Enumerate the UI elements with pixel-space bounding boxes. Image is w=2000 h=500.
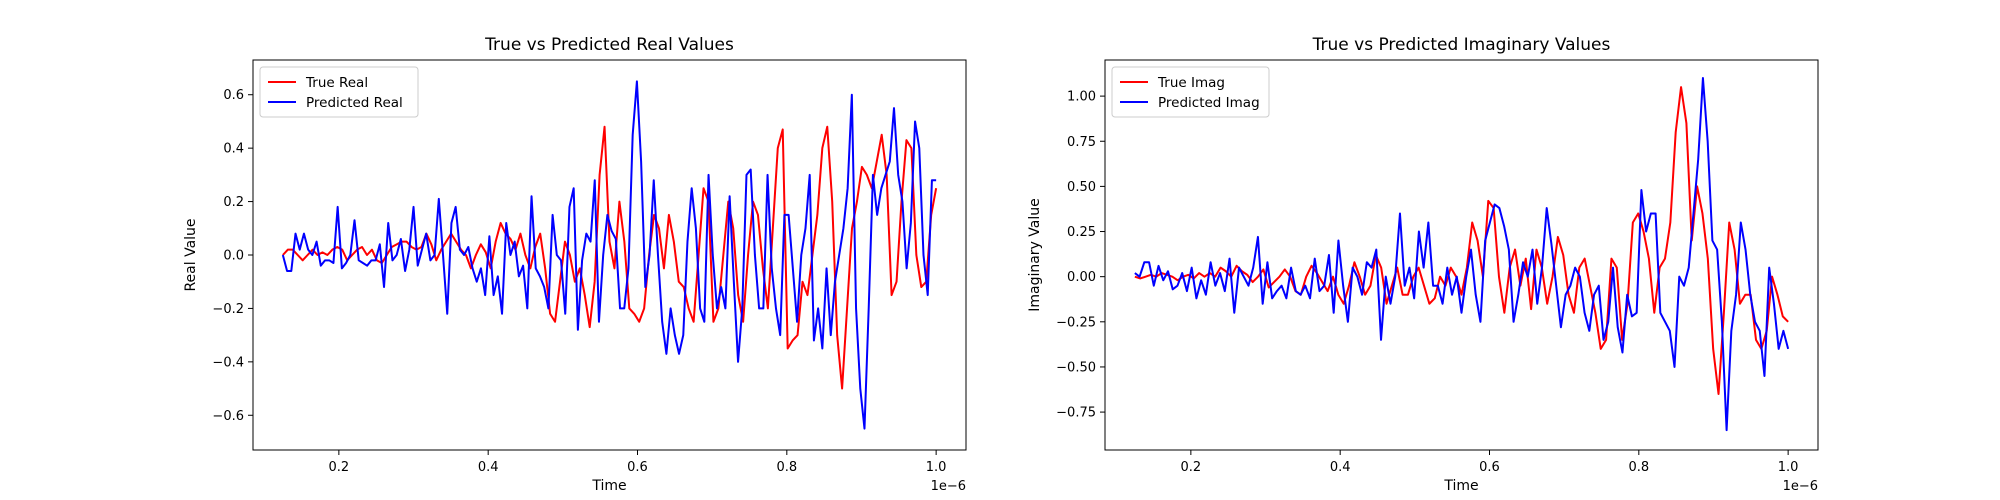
- x-tick-label: 1.0: [926, 460, 947, 475]
- y-tick-label: 0.2: [223, 195, 244, 210]
- y-tick-label: −0.6: [212, 409, 244, 424]
- series-line-predicted-real: [281, 80, 937, 430]
- legend: True Imag Predicted Imag: [1111, 66, 1270, 118]
- x-tick-label: 1.0: [1778, 460, 1799, 475]
- chart-title: True vs Predicted Real Values: [484, 35, 734, 55]
- x-axis-offset-text: 1e−6: [1783, 479, 1818, 494]
- y-tick-label: 0.6: [223, 88, 244, 103]
- legend-box: [259, 66, 419, 118]
- legend: True Real Predicted Real: [259, 66, 419, 118]
- x-tick-label: 0.6: [1479, 460, 1500, 475]
- y-tick-label: 0.4: [223, 142, 244, 157]
- legend-entry: True Imag: [1157, 75, 1225, 91]
- y-axis-label: Real Value: [183, 218, 199, 291]
- x-tick-label: 0.8: [1628, 460, 1649, 475]
- y-tick-label: −0.2: [212, 302, 244, 317]
- y-tick-label: −0.75: [1056, 406, 1096, 421]
- legend-entry: Predicted Real: [306, 95, 403, 111]
- x-axis-offset-text: 1e−6: [931, 479, 966, 494]
- x-tick-label: 0.2: [329, 460, 350, 475]
- chart-title: True vs Predicted Imaginary Values: [1312, 35, 1611, 55]
- y-tick-label: 1.00: [1067, 90, 1096, 105]
- series-line-true-imag: [1134, 86, 1789, 396]
- series-line-predicted-imag: [1134, 77, 1790, 432]
- y-tick-label: 0.00: [1067, 270, 1096, 285]
- x-tick-label: 0.2: [1181, 460, 1202, 475]
- y-tick-label: 0.50: [1067, 180, 1096, 195]
- y-tick-label: 0.75: [1067, 135, 1096, 150]
- y-tick-label: −0.4: [212, 355, 244, 370]
- y-tick-label: 0.0: [223, 249, 244, 264]
- y-tick-label: −0.25: [1056, 315, 1096, 330]
- legend-entry: Predicted Imag: [1158, 95, 1260, 111]
- legend-entry: True Real: [305, 75, 368, 91]
- x-axis-label: Time: [1443, 478, 1478, 494]
- y-axis-label: Imaginary Value: [1027, 198, 1043, 312]
- x-tick-label: 0.4: [478, 460, 499, 475]
- plot-frame: [1104, 59, 1819, 451]
- legend-box: [1111, 66, 1270, 118]
- x-tick-label: 0.6: [627, 460, 648, 475]
- x-tick-label: 0.8: [776, 460, 797, 475]
- chart-real-values: 0.2 0.4 0.6 0.8 1.0−0.6−0.4−0.20.00.20.40.6T…: [183, 35, 967, 494]
- x-axis-label: Time: [591, 478, 626, 494]
- x-tick-label: 0.4: [1330, 460, 1351, 475]
- y-tick-label: 0.25: [1067, 225, 1096, 240]
- y-tick-label: −0.50: [1056, 360, 1096, 375]
- chart-imaginary-values: 0.2 0.4 0.6 0.8 1.0 −0.75 −0.50 −0.25 0.00 0.25 0.…: [1027, 35, 1819, 494]
